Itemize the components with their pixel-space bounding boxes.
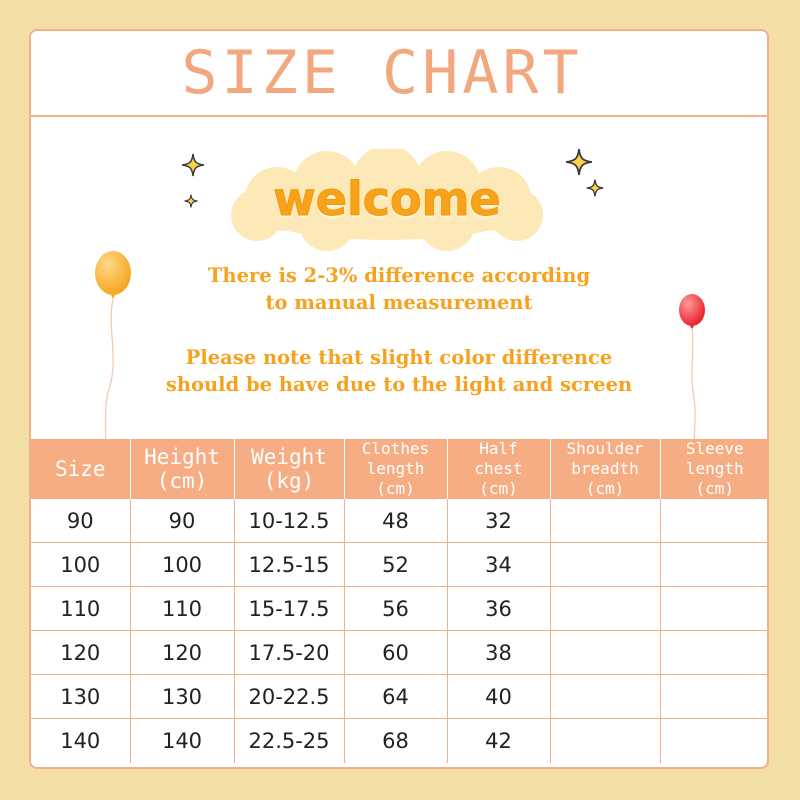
size-chart-card: SIZE CHART welcome [29,29,769,769]
table-cell: 42 [447,718,551,763]
table-cell: 100 [130,542,235,587]
sparkle-icon [181,153,205,177]
note-line: should be have due to the light and scre… [165,373,633,396]
table-cell: 90 [130,499,235,543]
note-line: to manual measurement [265,291,533,314]
table-cell: 48 [344,499,448,543]
table-header-row: Size Height (cm) Weight (kg) Clothes len… [31,439,767,499]
sparkle-icon [586,179,604,197]
table-cell [660,630,767,675]
table-cell [660,674,767,719]
note-line: Please note that slight color difference [185,346,613,369]
table-cell: 120 [31,630,131,675]
table-cell: 110 [31,586,131,631]
table-cell: 60 [344,630,448,675]
table-cell: 52 [344,542,448,587]
table-cell: 34 [447,542,551,587]
table-cell [660,586,767,631]
table-cell: 130 [31,674,131,719]
table-cell: 120 [130,630,235,675]
table-cell: 38 [447,630,551,675]
page-title: SIZE CHART [181,38,583,108]
header-sleeve-length: Sleeve length (cm) [660,439,767,499]
table-cell [550,718,661,763]
table-cell [550,542,661,587]
table-cell: 12.5-15 [234,542,345,587]
table-cell: 40 [447,674,551,719]
table-cell: 68 [344,718,448,763]
title-bar: SIZE CHART [31,31,767,117]
table-cell: 22.5-25 [234,718,345,763]
welcome-heading: welcome [273,172,501,227]
measurement-note: There is 2-3% difference according to ma… [31,262,767,316]
sparkle-icon [184,194,198,208]
table-row: 90 90 10-12.5 48 32 [31,499,767,543]
sparkle-icon [566,149,592,175]
table-cell [660,719,767,764]
header-clothes-length: Clothes length (cm) [344,439,448,499]
table-cell: 140 [31,718,131,763]
header-size: Size [31,439,131,499]
table-cell: 17.5-20 [234,630,345,675]
cloud-shape [231,149,543,251]
table-cell: 36 [447,586,551,631]
table-cell [550,630,661,675]
color-note: Please note that slight color difference… [31,344,767,398]
table-cell: 15-17.5 [234,586,345,631]
header-half-chest: Half chest (cm) [447,439,551,499]
header-shoulder-breadth: Shoulder breadth (cm) [550,439,661,499]
table-row: 140 140 22.5-25 68 42 [31,718,767,764]
table-cell: 140 [130,718,235,763]
table-cell [550,499,661,543]
table-cell: 32 [447,499,551,543]
table-row: 120 120 17.5-20 60 38 [31,630,767,675]
table-cell: 130 [130,674,235,719]
table-cell [550,674,661,719]
table-cell [660,542,767,587]
table-cell: 10-12.5 [234,499,345,543]
size-table: Size Height (cm) Weight (kg) Clothes len… [31,439,767,764]
table-cell: 56 [344,586,448,631]
table-row: 100 100 12.5-15 52 34 [31,542,767,587]
table-cell: 100 [31,542,131,587]
header-height: Height (cm) [130,439,235,499]
table-row: 130 130 20-22.5 64 40 [31,674,767,719]
note-line: There is 2-3% difference according [207,264,591,287]
table-cell: 110 [130,586,235,631]
table-cell [550,586,661,631]
table-cell: 64 [344,674,448,719]
table-cell: 20-22.5 [234,674,345,719]
header-weight: Weight (kg) [234,439,345,499]
table-cell [660,499,767,543]
table-row: 110 110 15-17.5 56 36 [31,586,767,631]
table-cell: 90 [31,499,131,543]
balloon-icon [679,294,705,443]
balloon-icon [95,251,131,444]
